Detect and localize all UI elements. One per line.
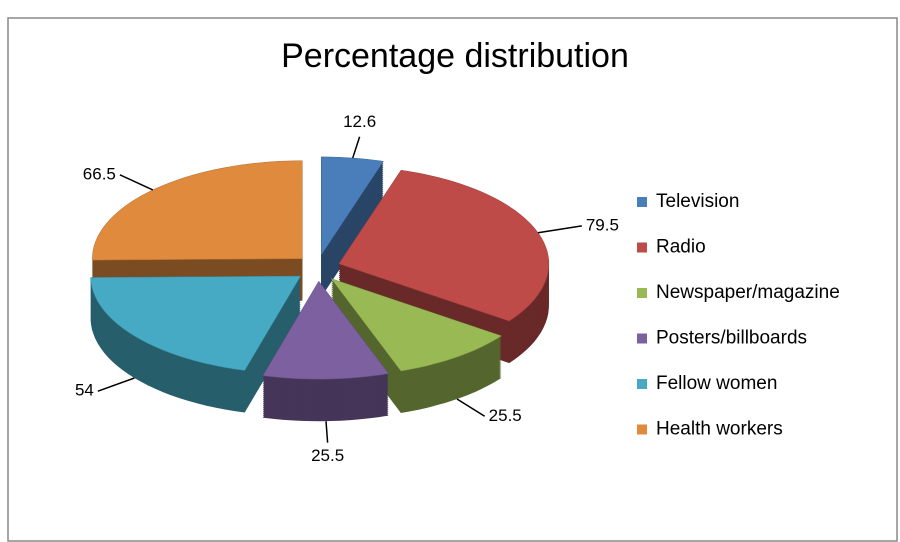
slice-top [330, 278, 503, 372]
legend-swatch [637, 242, 647, 253]
legend-swatch [637, 288, 647, 298]
leader-line [97, 377, 135, 392]
chart-title: Percentage distribution [281, 37, 629, 75]
slice-top [321, 156, 384, 256]
legend-label: Posters/billboards [656, 328, 807, 349]
pie-slice [338, 169, 550, 364]
pie-slice [90, 275, 302, 413]
data-label: 25.5 [311, 446, 344, 465]
pie-slice [330, 278, 503, 413]
pie-slice [262, 280, 389, 422]
legend-swatch [637, 424, 647, 435]
data-label: 12.6 [343, 112, 376, 131]
legend-label: Television [656, 191, 739, 212]
data-label: 54 [75, 381, 94, 400]
legend-swatch [637, 333, 647, 344]
data-label: 25.5 [489, 406, 522, 425]
legend-label: Radio [656, 237, 706, 258]
leader-line [456, 398, 486, 417]
leader-line [325, 421, 329, 443]
leader-line [537, 225, 582, 234]
legend-swatch [637, 379, 647, 389]
pie-slice [92, 160, 303, 303]
legend-label: Newspaper/magazine [656, 282, 840, 303]
leader-line [119, 174, 154, 191]
legend-swatch [637, 197, 647, 207]
slice-top [338, 169, 550, 322]
data-label: 79.5 [586, 215, 619, 234]
legend-label: Fellow women [656, 373, 777, 394]
leader-line [351, 136, 361, 159]
slice-top [92, 160, 303, 261]
legend-label: Health workers [656, 419, 783, 440]
slice-top [90, 275, 302, 371]
slice-top [262, 280, 389, 380]
data-label: 66.5 [83, 164, 116, 183]
